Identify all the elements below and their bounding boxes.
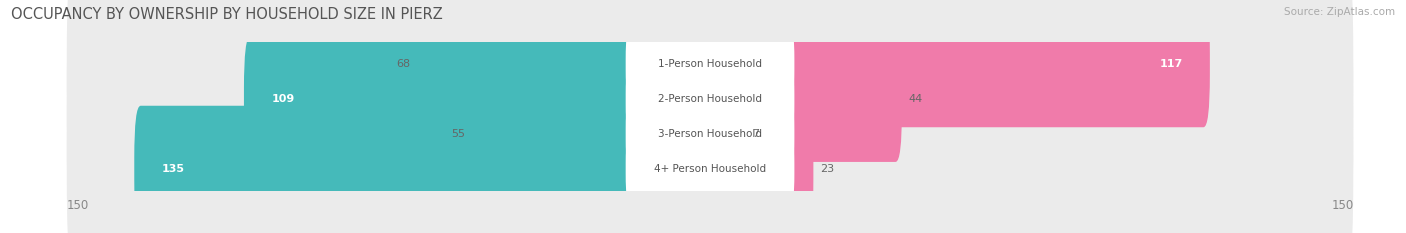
Text: 55: 55 (451, 129, 465, 139)
FancyBboxPatch shape (66, 34, 1354, 233)
FancyBboxPatch shape (66, 0, 1354, 199)
FancyBboxPatch shape (626, 129, 794, 208)
Text: 117: 117 (1159, 59, 1182, 69)
Text: 1-Person Household: 1-Person Household (658, 59, 762, 69)
FancyBboxPatch shape (704, 106, 814, 231)
FancyBboxPatch shape (472, 71, 717, 197)
Text: OCCUPANCY BY OWNERSHIP BY HOUSEHOLD SIZE IN PIERZ: OCCUPANCY BY OWNERSHIP BY HOUSEHOLD SIZE… (11, 7, 443, 22)
FancyBboxPatch shape (704, 36, 903, 162)
FancyBboxPatch shape (626, 94, 794, 173)
Text: 135: 135 (162, 164, 184, 174)
FancyBboxPatch shape (626, 25, 794, 104)
Text: 2-Person Household: 2-Person Household (658, 94, 762, 104)
FancyBboxPatch shape (418, 2, 717, 127)
Text: Source: ZipAtlas.com: Source: ZipAtlas.com (1284, 7, 1395, 17)
Text: 3-Person Household: 3-Person Household (658, 129, 762, 139)
FancyBboxPatch shape (704, 71, 747, 197)
Text: 23: 23 (820, 164, 834, 174)
FancyBboxPatch shape (245, 36, 717, 162)
Text: 44: 44 (908, 94, 922, 104)
Text: 109: 109 (271, 94, 295, 104)
FancyBboxPatch shape (135, 106, 717, 231)
Text: 7: 7 (752, 129, 759, 139)
FancyBboxPatch shape (66, 0, 1354, 233)
FancyBboxPatch shape (626, 60, 794, 139)
Text: 4+ Person Household: 4+ Person Household (654, 164, 766, 174)
Text: 68: 68 (396, 59, 411, 69)
FancyBboxPatch shape (704, 2, 1211, 127)
FancyBboxPatch shape (66, 0, 1354, 233)
